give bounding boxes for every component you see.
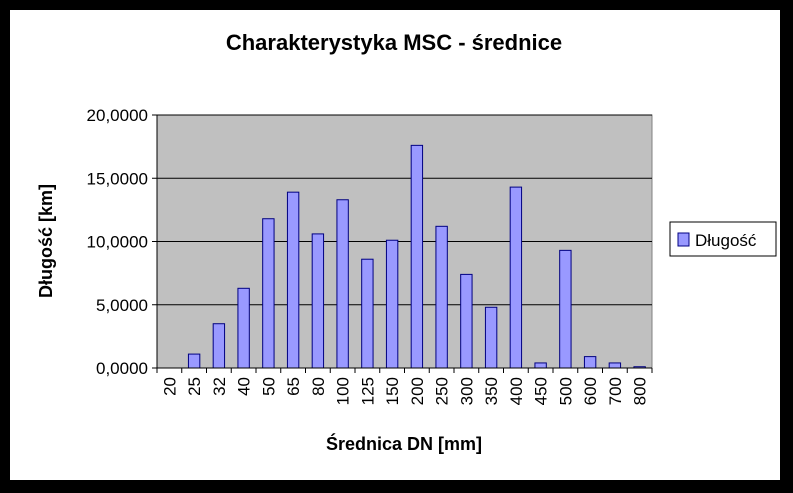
x-tick-label: 50	[259, 377, 278, 396]
y-tick-label: 20,0000	[87, 106, 148, 125]
x-tick-label: 125	[358, 377, 377, 405]
bar	[286, 191, 300, 369]
x-tick-label: 200	[408, 377, 427, 405]
legend: Długość	[669, 221, 777, 257]
x-tick-label: 500	[556, 377, 575, 405]
bar	[212, 323, 226, 369]
x-tick-label: 65	[284, 377, 303, 396]
bar	[311, 233, 325, 369]
bar	[237, 287, 250, 369]
y-tick-label: 5,0000	[96, 296, 148, 315]
x-tick-label: 20	[160, 377, 179, 396]
y-tick-label: 15,0000	[87, 169, 148, 188]
bar	[435, 225, 448, 369]
x-tick-label: 450	[532, 377, 551, 405]
x-tick-label: 32	[210, 377, 229, 396]
bar	[583, 356, 597, 369]
legend-label: Długość	[695, 231, 757, 250]
x-tick-label: 250	[433, 377, 452, 405]
x-tick-label: 700	[606, 377, 625, 405]
legend-swatch	[677, 232, 690, 247]
x-axis-title: Średnica DN [mm]	[326, 433, 482, 454]
x-tick-label: 300	[457, 377, 476, 405]
x-tick-label: 800	[631, 377, 650, 405]
bars	[187, 144, 646, 369]
bar	[509, 186, 523, 369]
y-tick-label: 0,0000	[96, 359, 148, 378]
y-axis-ticks: 0,0000 5,0000 10,0000 15,0000 20,0000	[87, 106, 157, 378]
bar	[385, 239, 399, 369]
bar	[460, 273, 473, 369]
bar	[187, 353, 201, 369]
x-tick-label: 600	[581, 377, 600, 405]
chart-svg: Charakterystyka MSC - średnice 0,0000 5,0…	[36, 30, 777, 454]
bar	[608, 362, 622, 369]
chart-title: Charakterystyka MSC - średnice	[226, 30, 562, 55]
bar	[484, 306, 498, 369]
bar	[534, 362, 547, 369]
x-tick-label: 25	[185, 377, 204, 396]
x-tick-label: 100	[334, 377, 353, 405]
x-tick-label: 40	[235, 377, 254, 396]
y-tick-label: 10,0000	[87, 233, 148, 252]
bar	[361, 258, 374, 369]
x-tick-label: 150	[383, 377, 402, 405]
x-tick-label: 80	[309, 377, 328, 396]
bar	[262, 218, 275, 369]
bar	[410, 144, 424, 369]
x-tick-label: 350	[482, 377, 501, 405]
x-axis-ticks: 20 25 32 40 50 65 80 100 125 150 200 250 300 350 400 45…	[156, 368, 653, 405]
bar	[559, 249, 572, 369]
bar	[336, 199, 349, 369]
chart-area: Charakterystyka MSC - średnice 0,0000 5,0…	[10, 10, 780, 480]
x-tick-label: 400	[507, 377, 526, 405]
y-axis-title: Długość [km]	[36, 184, 56, 298]
